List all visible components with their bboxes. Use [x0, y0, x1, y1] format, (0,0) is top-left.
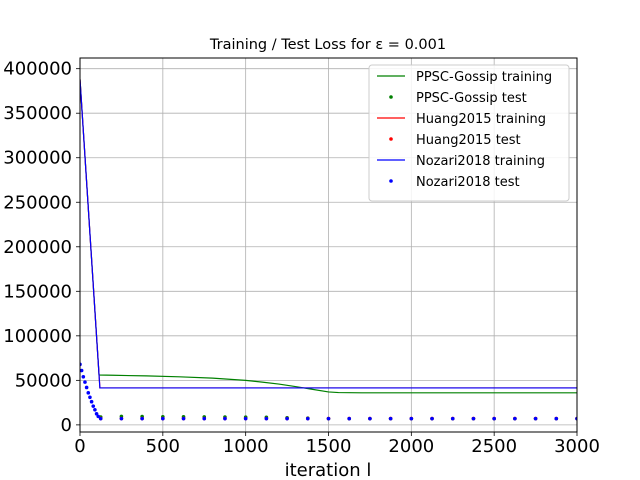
legend: PPSC-Gossip training PPSC-Gossip test Huan… — [368, 64, 570, 202]
data-point-nozari2018-test — [554, 416, 559, 421]
data-point-nozari2018-test — [492, 416, 496, 421]
data-point-nozari2018-test — [223, 416, 227, 421]
data-point-nozari2018-test — [94, 411, 99, 416]
data-point-nozari2018-test — [86, 391, 91, 395]
data-point-nozari2018-test — [305, 416, 310, 421]
x-tick-label: 0 — [74, 436, 85, 457]
chart-title: Training / Test Loss for ε = 0.001 — [209, 37, 446, 53]
data-point-nozari2018-test — [80, 368, 84, 373]
data-point-nozari2018-test — [140, 416, 144, 421]
y-tick-label: 100000 — [3, 326, 72, 347]
data-point-nozari2018-test — [533, 416, 538, 421]
data-point-nozari2018-test — [98, 416, 103, 421]
axes: 0 500 1000 1500 2000 2500 3000 0 50000 100000 1500… — [3, 59, 600, 457]
legend-label-huang2015-training: Huang2015 training — [416, 112, 546, 127]
x-tick-label: 500 — [146, 436, 180, 457]
y-tick-label: 0 — [61, 415, 72, 436]
data-point-nozari2018-test — [471, 416, 476, 421]
data-point-nozari2018-test — [264, 416, 269, 421]
series-line-ppsc-gossip-training — [80, 79, 577, 394]
data-point-nozari2018-test — [89, 399, 94, 404]
data-point-nozari2018-test — [388, 416, 393, 421]
data-point-nozari2018-test — [91, 404, 96, 408]
data-point-nozari2018-test — [243, 416, 248, 421]
y-tick-label: 250000 — [3, 192, 72, 213]
data-point-nozari2018-test — [88, 395, 92, 400]
data-point-nozari2018-test — [409, 416, 414, 421]
legend-label-huang2015-test: Huang2015 test — [416, 133, 521, 148]
y-tick-label: 350000 — [3, 103, 72, 124]
data-point-nozari2018-test — [84, 385, 89, 390]
data-point-nozari2018-test — [368, 416, 372, 421]
legend-label-ppsc-gossip-test: PPSC-Gossip test — [416, 91, 527, 106]
data-point-nozari2018-test — [81, 374, 86, 379]
x-tick-label: 1500 — [306, 436, 352, 457]
y-tick-label: 200000 — [3, 237, 72, 258]
data-point-nozari2018-test — [119, 416, 124, 421]
y-tick-label: 300000 — [3, 148, 72, 169]
series-line-nozari2018-training — [80, 79, 577, 389]
legend-box — [368, 64, 570, 202]
data-point-nozari2018-test — [83, 380, 87, 384]
data-point-nozari2018-test — [326, 416, 331, 421]
y-tick-label: 150000 — [3, 281, 72, 302]
data-point-nozari2018-test — [450, 416, 455, 421]
grid — [79, 58, 578, 432]
data-point-nozari2018-test — [513, 416, 517, 421]
data-point-nozari2018-test — [285, 416, 289, 421]
legend-label-ppsc-gossip-training: PPSC-Gossip training — [416, 70, 552, 85]
x-tick-label: 2500 — [471, 436, 517, 457]
data-point-nozari2018-test — [96, 414, 101, 419]
data-point-nozari2018-test — [161, 416, 165, 421]
y-tick-label: 400000 — [3, 59, 72, 80]
x-tick-label: 1000 — [223, 436, 269, 457]
data-point-nozari2018-test — [93, 407, 97, 412]
x-tick-label: 2000 — [388, 436, 434, 457]
legend-swatch-huang2015-test — [389, 137, 393, 141]
legend-label-nozari2018-test: Nozari2018 test — [416, 175, 520, 190]
x-axis-label: iteration l — [285, 460, 372, 480]
data-point-nozari2018-test — [430, 416, 434, 421]
data-point-nozari2018-test — [347, 416, 352, 421]
y-tick-label: 50000 — [15, 370, 72, 391]
legend-swatch-nozari2018-test — [389, 179, 393, 183]
data-point-nozari2018-test — [181, 416, 186, 421]
legend-swatch-ppsc-gossip-test — [389, 95, 393, 99]
data-point-nozari2018-test — [202, 416, 207, 421]
plot-area — [80, 79, 577, 421]
legend-label-nozari2018-training: Nozari2018 training — [416, 154, 545, 169]
x-tick-label: 3000 — [554, 436, 600, 457]
